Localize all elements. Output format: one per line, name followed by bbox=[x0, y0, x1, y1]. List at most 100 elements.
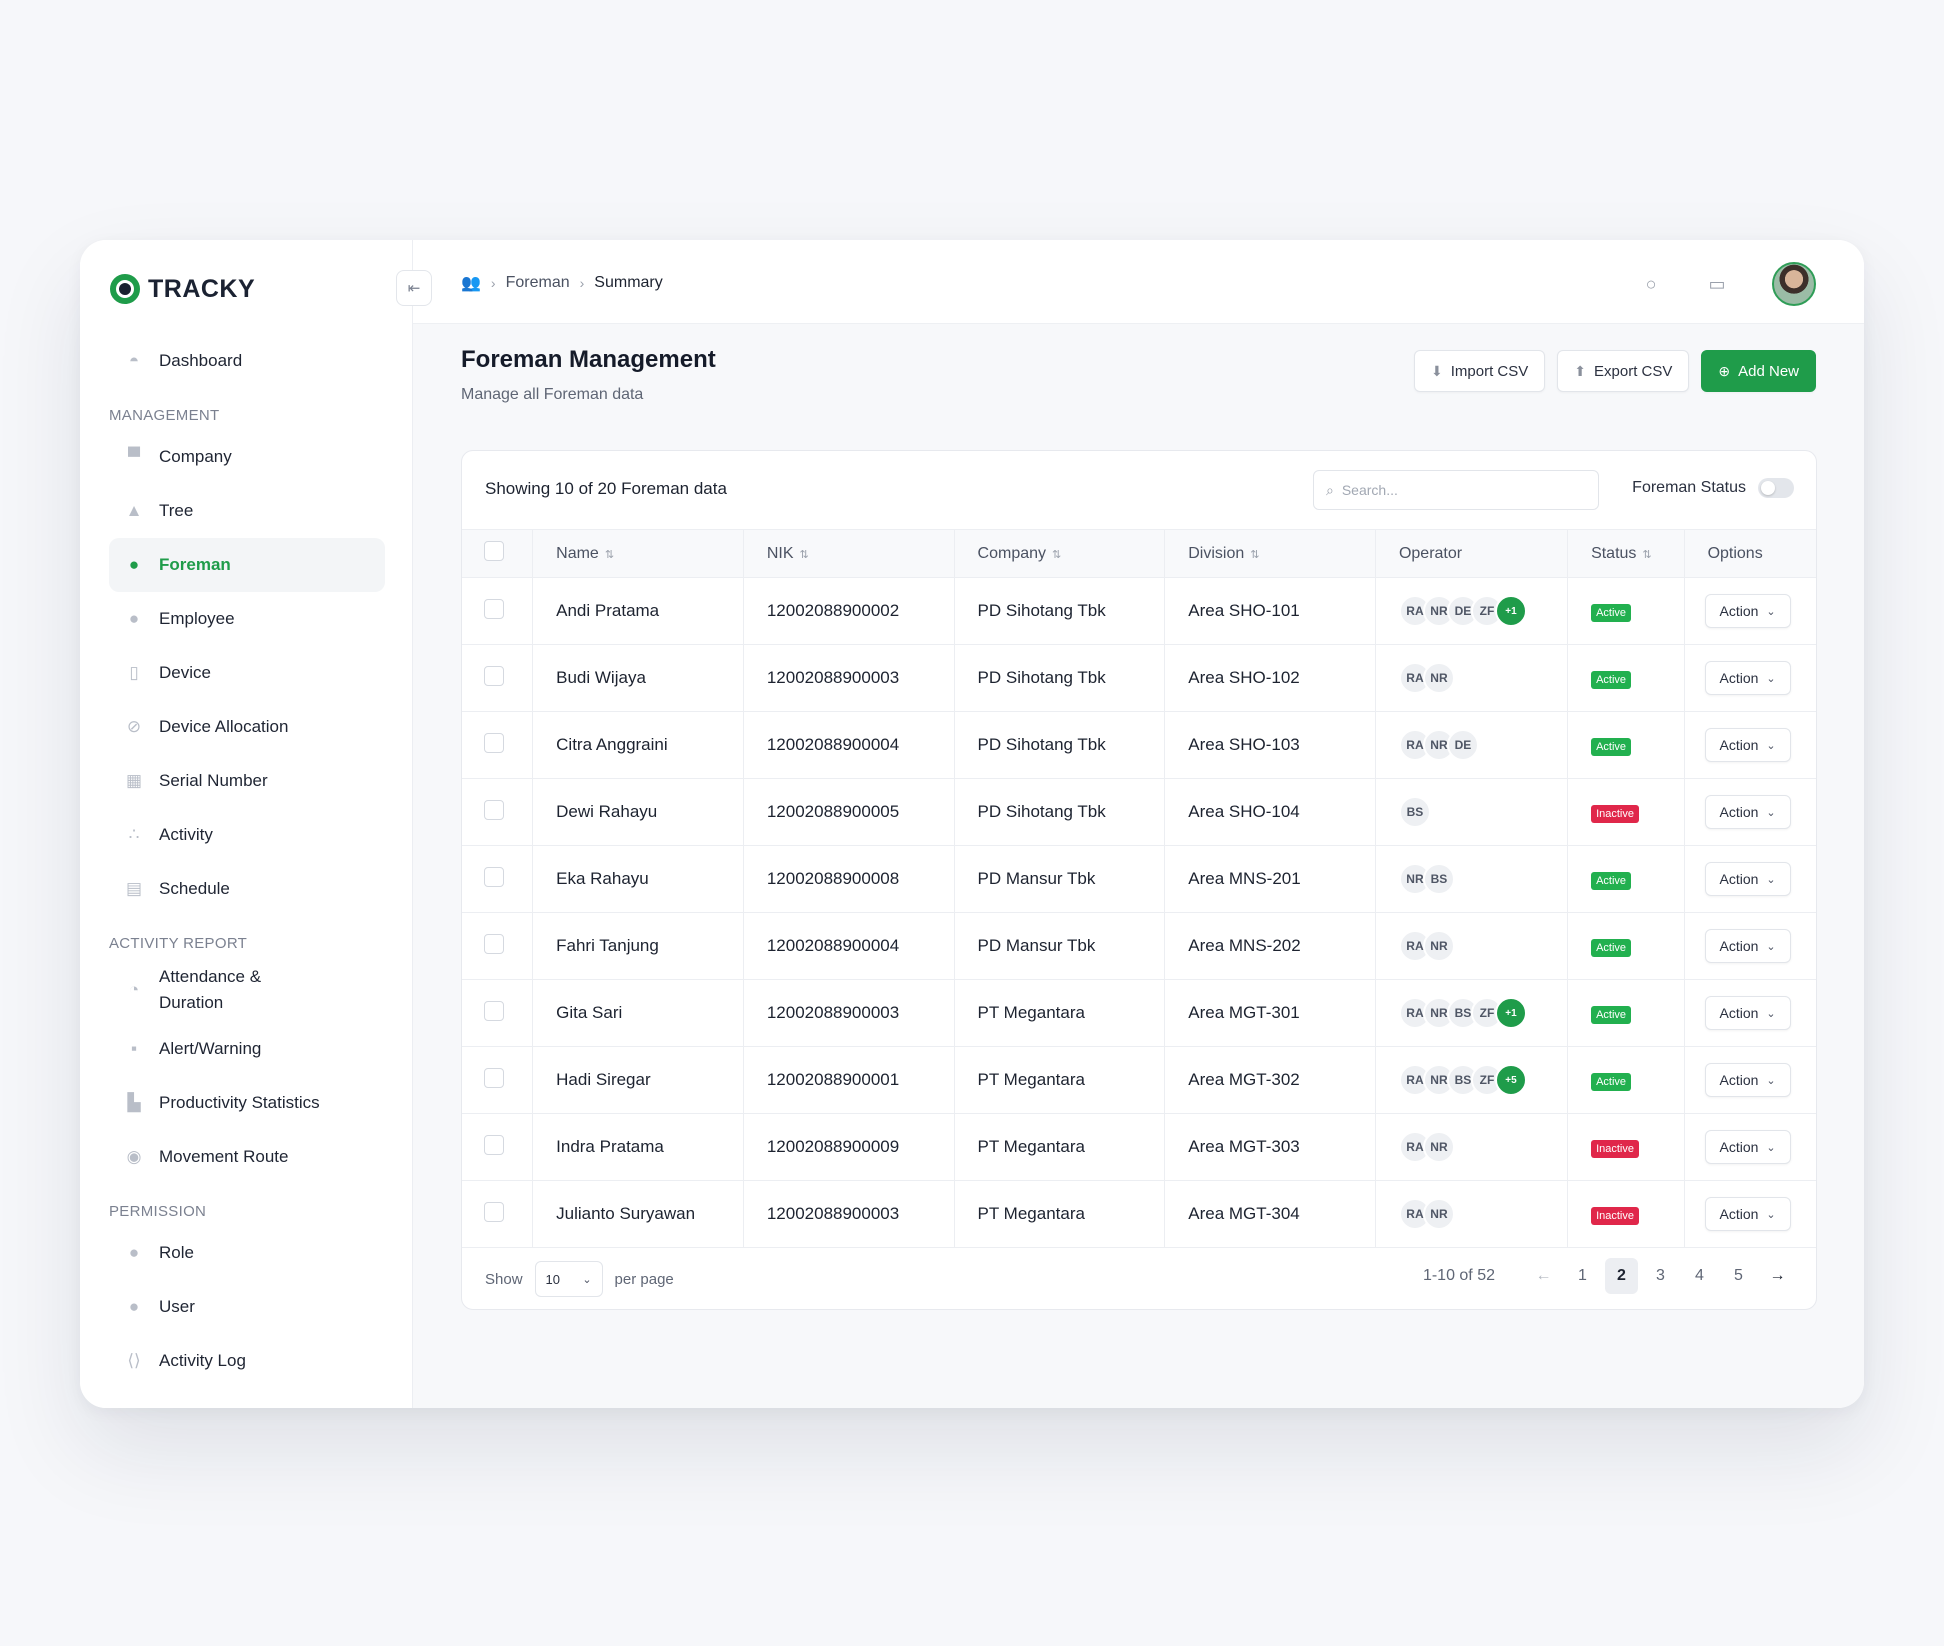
cell-nik: 12002088900009 bbox=[743, 1113, 955, 1181]
cell-name: Eka Rahayu bbox=[532, 845, 744, 913]
column-status-label: Status bbox=[1591, 544, 1637, 562]
search-icon: ⌕ bbox=[1326, 481, 1334, 498]
row-action-button[interactable]: Action ⌄ bbox=[1704, 862, 1791, 896]
search-box[interactable]: ⌕ bbox=[1313, 470, 1599, 510]
row-action-button[interactable]: Action ⌄ bbox=[1704, 728, 1791, 762]
column-status[interactable]: Status ⇅ bbox=[1567, 529, 1685, 578]
row-action-button[interactable]: Action ⌄ bbox=[1704, 996, 1791, 1030]
per-page-select[interactable]: 10 ⌄ bbox=[534, 1261, 603, 1297]
row-action-button[interactable]: Action ⌄ bbox=[1704, 1197, 1791, 1231]
sidebar-item-user[interactable]: ● User bbox=[109, 1280, 385, 1334]
row-checkbox[interactable] bbox=[484, 732, 504, 753]
sidebar-item-activity[interactable]: ∴ Activity bbox=[109, 808, 385, 862]
previous-page-icon[interactable]: ← bbox=[1535, 1267, 1552, 1284]
sidebar-section-heading: MANAGEMENT bbox=[109, 407, 220, 424]
chevron-down-icon: ⌄ bbox=[1766, 605, 1776, 618]
operator-more-badge[interactable]: +1 bbox=[1494, 595, 1527, 627]
chevron-right-icon: › bbox=[490, 275, 496, 291]
table-row[interactable]: Andi Pratama 12002088900002 PD Sihotang … bbox=[462, 577, 1816, 645]
cell-operator: RA NR DE bbox=[1375, 711, 1569, 779]
sidebar-item-company[interactable]: ▀ Company bbox=[109, 430, 385, 484]
table-row[interactable]: Budi Wijaya 12002088900003 PD Sihotang T… bbox=[462, 644, 1816, 712]
table-row[interactable]: Indra Pratama 12002088900009 PT Megantar… bbox=[462, 1113, 1816, 1181]
column-name[interactable]: Name ⇅ bbox=[532, 529, 744, 578]
sidebar-item-serial-number[interactable]: ▦ Serial Number bbox=[109, 754, 385, 808]
row-checkbox[interactable] bbox=[484, 799, 504, 820]
sidebar-item-device-allocation[interactable]: ⊘ Device Allocation bbox=[109, 700, 385, 754]
sidebar-item-label: Foreman bbox=[159, 555, 231, 574]
operator-avatars: RA NR bbox=[1398, 662, 1567, 694]
table-row[interactable]: Dewi Rahayu 12002088900005 PD Sihotang T… bbox=[462, 778, 1816, 846]
sidebar-item-productivity-statistics[interactable]: ▙ Productivity Statistics bbox=[109, 1076, 385, 1130]
table-row[interactable]: Gita Sari 12002088900003 PT Megantara Ar… bbox=[462, 979, 1816, 1047]
row-action-button[interactable]: Action ⌄ bbox=[1704, 594, 1791, 628]
avatar[interactable] bbox=[1772, 262, 1816, 306]
sidebar-item-dashboard[interactable]: ◓ Dashboard bbox=[109, 334, 385, 388]
table-row[interactable]: Citra Anggraini 12002088900004 PD Sihota… bbox=[462, 711, 1816, 779]
sidebar-item-attendance-duration[interactable]: ◔ Attendance & Duration bbox=[109, 958, 385, 1022]
sidebar-item-movement-route[interactable]: ◉ Movement Route bbox=[109, 1130, 385, 1184]
page-button-5[interactable]: 5 bbox=[1734, 1267, 1743, 1284]
people-icon[interactable]: 👥 bbox=[461, 275, 481, 292]
sidebar-item-foreman[interactable]: ● Foreman bbox=[109, 538, 385, 592]
row-action-button[interactable]: Action ⌄ bbox=[1704, 1130, 1791, 1164]
cell-options: Action ⌄ bbox=[1684, 1180, 1816, 1248]
operator-more-badge[interactable]: +1 bbox=[1494, 997, 1527, 1029]
row-select-cell bbox=[462, 711, 534, 779]
tree-icon: ▲ bbox=[125, 501, 143, 520]
row-checkbox[interactable] bbox=[484, 1067, 504, 1088]
row-select-cell bbox=[462, 912, 534, 980]
row-checkbox[interactable] bbox=[484, 1134, 504, 1155]
table-row[interactable]: Julianto Suryawan 12002088900003 PT Mega… bbox=[462, 1180, 1816, 1248]
page-button-1[interactable]: 1 bbox=[1578, 1267, 1587, 1284]
row-checkbox[interactable] bbox=[484, 1000, 504, 1021]
foreman-table-card: Showing 10 of 20 Foreman data ⌕ Foreman … bbox=[461, 450, 1817, 1310]
row-checkbox[interactable] bbox=[484, 933, 504, 954]
sidebar-item-activity-log[interactable]: ⟨⟩ Activity Log bbox=[109, 1334, 385, 1388]
row-action-button[interactable]: Action ⌄ bbox=[1704, 795, 1791, 829]
select-all-checkbox[interactable] bbox=[484, 541, 504, 561]
export-csv-button[interactable]: ⬆ Export CSV bbox=[1557, 350, 1690, 392]
operator-avatar: NR bbox=[1422, 1131, 1455, 1163]
column-nik[interactable]: NIK ⇅ bbox=[743, 529, 955, 578]
chevron-down-icon: ⌄ bbox=[1766, 1208, 1776, 1221]
table-row[interactable]: Fahri Tanjung 12002088900004 PD Mansur T… bbox=[462, 912, 1816, 980]
row-checkbox[interactable] bbox=[484, 1201, 504, 1222]
next-page-icon[interactable]: → bbox=[1769, 1267, 1786, 1284]
import-csv-button[interactable]: ⬇ Import CSV bbox=[1414, 350, 1546, 392]
sidebar-item-employee[interactable]: ● Employee bbox=[109, 592, 385, 646]
chevron-down-icon: ⌄ bbox=[582, 1273, 592, 1286]
column-division[interactable]: Division ⇅ bbox=[1164, 529, 1376, 578]
sidebar-item-tree[interactable]: ▲ Tree bbox=[109, 484, 385, 538]
row-checkbox[interactable] bbox=[484, 665, 504, 686]
role-icon: ● bbox=[128, 1243, 140, 1262]
add-new-button[interactable]: ⊕ Add New bbox=[1701, 350, 1816, 392]
row-checkbox[interactable] bbox=[484, 866, 504, 887]
sidebar-item-label: Employee bbox=[159, 609, 235, 628]
sidebar-item-alert-warning[interactable]: ▪ Alert/Warning bbox=[109, 1022, 385, 1076]
page-button-3[interactable]: 3 bbox=[1656, 1267, 1665, 1284]
row-action-button[interactable]: Action ⌄ bbox=[1704, 1063, 1791, 1097]
table-row[interactable]: Eka Rahayu 12002088900008 PD Mansur Tbk … bbox=[462, 845, 1816, 913]
page-button-4[interactable]: 4 bbox=[1695, 1267, 1704, 1284]
status-filter-toggle[interactable] bbox=[1758, 478, 1794, 498]
sidebar-item-schedule[interactable]: ▤ Schedule bbox=[109, 862, 385, 916]
brand[interactable]: TRACKY bbox=[110, 274, 255, 304]
theme-toggle-icon[interactable]: ○ bbox=[1645, 273, 1657, 294]
notification-icon[interactable]: ▭ bbox=[1708, 273, 1726, 294]
column-company[interactable]: Company ⇅ bbox=[954, 529, 1166, 578]
collapse-sidebar-button[interactable]: ⇤ bbox=[396, 270, 432, 306]
operator-more-badge[interactable]: +5 bbox=[1494, 1064, 1527, 1096]
page-button-2[interactable]: 2 bbox=[1605, 1258, 1638, 1294]
table-row[interactable]: Hadi Siregar 12002088900001 PT Megantara… bbox=[462, 1046, 1816, 1114]
row-action-button[interactable]: Action ⌄ bbox=[1704, 929, 1791, 963]
calendar-icon: ▤ bbox=[125, 879, 143, 898]
main-content: Foreman Management Manage all Foreman da… bbox=[413, 324, 1864, 1408]
foreman-icon: ● bbox=[128, 555, 140, 574]
search-input[interactable] bbox=[1341, 482, 1562, 498]
sidebar-item-device[interactable]: ▯ Device bbox=[109, 646, 385, 700]
breadcrumb-foreman[interactable]: Foreman bbox=[505, 274, 570, 291]
row-checkbox[interactable] bbox=[484, 598, 504, 619]
row-action-button[interactable]: Action ⌄ bbox=[1704, 661, 1791, 695]
sidebar-item-role[interactable]: ● Role bbox=[109, 1226, 385, 1280]
